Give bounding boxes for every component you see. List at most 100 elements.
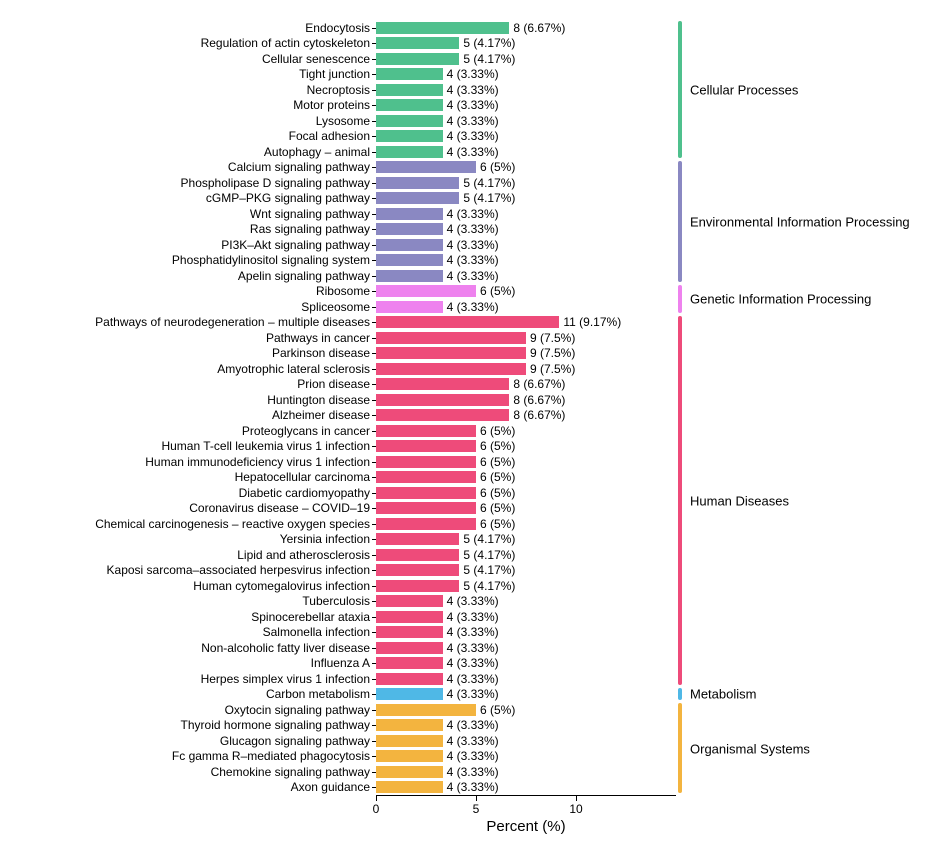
y-tick-mark [372, 617, 376, 618]
bar-row: Chemical carcinogenesis – reactive oxyge… [10, 516, 676, 531]
y-category-label: Necroptosis [10, 83, 376, 97]
bar-value-label: 4 (3.33%) [447, 765, 499, 779]
bar-value-label: 5 (4.17%) [463, 36, 515, 50]
plot-area: 4 (3.33%) [376, 237, 676, 252]
bar-value-label: 4 (3.33%) [447, 780, 499, 794]
bar-row: Human T-cell leukemia virus 1 infection6… [10, 439, 676, 454]
bar-row: Diabetic cardiomyopathy6 (5%) [10, 485, 676, 500]
y-category-label: Lipid and atherosclerosis [10, 548, 376, 562]
plot-area: 6 (5%) [376, 284, 676, 299]
y-tick-mark [372, 276, 376, 277]
group-track [678, 161, 682, 282]
plot-area: 4 (3.33%) [376, 687, 676, 702]
x-tick [576, 796, 577, 801]
bar [376, 363, 526, 375]
bar-row: Chemokine signaling pathway4 (3.33%) [10, 764, 676, 779]
y-category-label: Pathways in cancer [10, 331, 376, 345]
bar-value-label: 6 (5%) [480, 439, 515, 453]
y-category-label: cGMP–PKG signaling pathway [10, 191, 376, 205]
y-category-label: Alzheimer disease [10, 408, 376, 422]
plot-area: 4 (3.33%) [376, 609, 676, 624]
plot-area: 4 (3.33%) [376, 749, 676, 764]
plot-area: 4 (3.33%) [376, 656, 676, 671]
bar [376, 440, 476, 452]
plot-area: 4 (3.33%) [376, 718, 676, 733]
bar-value-label: 5 (4.17%) [463, 532, 515, 546]
bar-value-label: 8 (6.67%) [513, 408, 565, 422]
y-category-label: Diabetic cardiomyopathy [10, 486, 376, 500]
bar-row: Huntington disease8 (6.67%) [10, 392, 676, 407]
y-category-label: Spliceosome [10, 300, 376, 314]
plot-area: 4 (3.33%) [376, 733, 676, 748]
y-category-label: Phospholipase D signaling pathway [10, 176, 376, 190]
bar-row: Parkinson disease9 (7.5%) [10, 346, 676, 361]
pathway-enrichment-chart: Endocytosis8 (6.67%)Regulation of actin … [10, 20, 915, 826]
bar-value-label: 5 (4.17%) [463, 579, 515, 593]
bar-row: Yersinia infection 5 (4.17%) [10, 532, 676, 547]
y-tick-mark [372, 787, 376, 788]
bar-value-label: 8 (6.67%) [513, 377, 565, 391]
y-category-label: Coronavirus disease – COVID–19 [10, 501, 376, 515]
y-tick-mark [372, 353, 376, 354]
plot-area: 5 (4.17%) [376, 578, 676, 593]
plot-area: 4 (3.33%) [376, 299, 676, 314]
bar-row: Amyotrophic lateral sclerosis9 (7.5%) [10, 361, 676, 376]
plot-area: 4 (3.33%) [376, 113, 676, 128]
bar [376, 68, 443, 80]
plot-area: 4 (3.33%) [376, 253, 676, 268]
group-label: Organismal Systems [690, 741, 810, 756]
y-tick-mark [372, 183, 376, 184]
plot-area: 8 (6.67%) [376, 392, 676, 407]
bar-value-label: 6 (5%) [480, 470, 515, 484]
bar-row: Hepatocellular carcinoma6 (5%) [10, 470, 676, 485]
y-tick-mark [372, 710, 376, 711]
y-category-label: Non-alcoholic fatty liver disease [10, 641, 376, 655]
y-tick-mark [372, 260, 376, 261]
y-category-label: Apelin signaling pathway [10, 269, 376, 283]
plot-area: 4 (3.33%) [376, 67, 676, 82]
bar [376, 533, 459, 545]
bar-value-label: 4 (3.33%) [447, 253, 499, 267]
y-category-label: Oxytocin signaling pathway [10, 703, 376, 717]
bar [376, 766, 443, 778]
plot-area: 9 (7.5%) [376, 330, 676, 345]
y-category-label: Tight junction [10, 67, 376, 81]
bar [376, 192, 459, 204]
plot-area: 6 (5%) [376, 485, 676, 500]
bar-row: Phospholipase D signaling pathway5 (4.17… [10, 175, 676, 190]
plot-area: 5 (4.17%) [376, 175, 676, 190]
bar [376, 332, 526, 344]
plot-area: 4 (3.33%) [376, 780, 676, 795]
bar-row: Axon guidance4 (3.33%) [10, 780, 676, 795]
bar [376, 456, 476, 468]
y-category-label: Proteoglycans in cancer [10, 424, 376, 438]
bar-row: Salmonella infection4 (3.33%) [10, 625, 676, 640]
x-tick-label: 10 [569, 802, 582, 816]
y-tick-mark [372, 446, 376, 447]
bar-row: Human cytomegalovirus infection5 (4.17%) [10, 578, 676, 593]
plot-area: 6 (5%) [376, 454, 676, 469]
bar [376, 37, 459, 49]
y-tick-mark [372, 369, 376, 370]
x-tick-label: 0 [373, 802, 380, 816]
y-category-label: Yersinia infection [10, 532, 376, 546]
bar [376, 518, 476, 530]
plot-area: 4 (3.33%) [376, 671, 676, 686]
plot-area: 6 (5%) [376, 702, 676, 717]
y-tick-mark [372, 632, 376, 633]
bar [376, 580, 459, 592]
y-tick-mark [372, 74, 376, 75]
bar-row: Kaposi sarcoma–associated herpesvirus in… [10, 563, 676, 578]
y-tick-mark [372, 586, 376, 587]
y-category-label: Prion disease [10, 377, 376, 391]
bar-row: Tight junction4 (3.33%) [10, 67, 676, 82]
y-category-label: Human immunodeficiency virus 1 infection [10, 455, 376, 469]
y-tick-mark [372, 105, 376, 106]
y-category-label: Carbon metabolism [10, 687, 376, 701]
group-track [678, 21, 682, 158]
y-category-label: Wnt signaling pathway [10, 207, 376, 221]
bar-row: Spliceosome4 (3.33%) [10, 299, 676, 314]
bar [376, 657, 443, 669]
plot-area: 4 (3.33%) [376, 594, 676, 609]
plot-area: 4 (3.33%) [376, 98, 676, 113]
